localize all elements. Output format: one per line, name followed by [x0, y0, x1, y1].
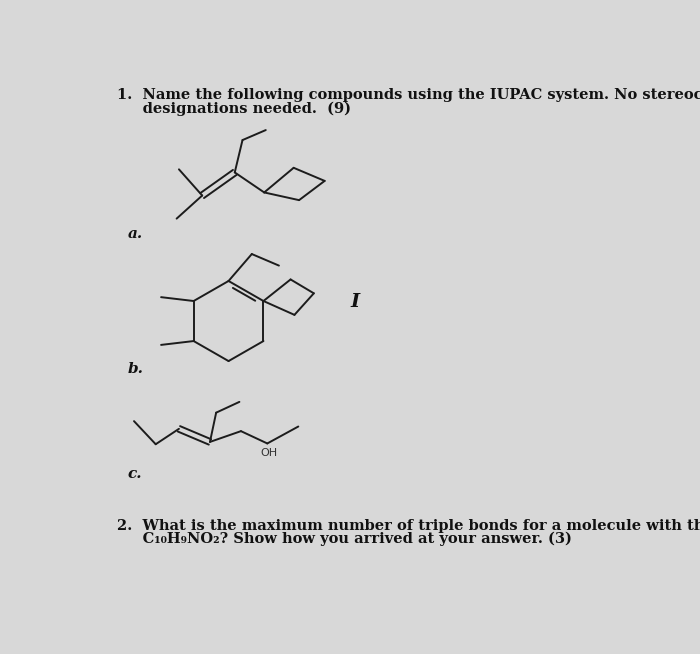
Text: b.: b. — [128, 362, 144, 376]
Text: 2.  What is the maximum number of triple bonds for a molecule with the formula: 2. What is the maximum number of triple … — [117, 519, 700, 533]
Text: I: I — [350, 293, 359, 311]
Text: designations needed.  (9): designations needed. (9) — [117, 101, 351, 116]
Text: C₁₀H₉NO₂? Show how you arrived at your answer. (3): C₁₀H₉NO₂? Show how you arrived at your a… — [117, 532, 572, 546]
Text: 1.  Name the following compounds using the IUPAC system. No stereochemistry: 1. Name the following compounds using th… — [117, 88, 700, 103]
Text: a.: a. — [128, 227, 143, 241]
Text: c.: c. — [128, 468, 142, 481]
Text: OH: OH — [260, 448, 277, 458]
